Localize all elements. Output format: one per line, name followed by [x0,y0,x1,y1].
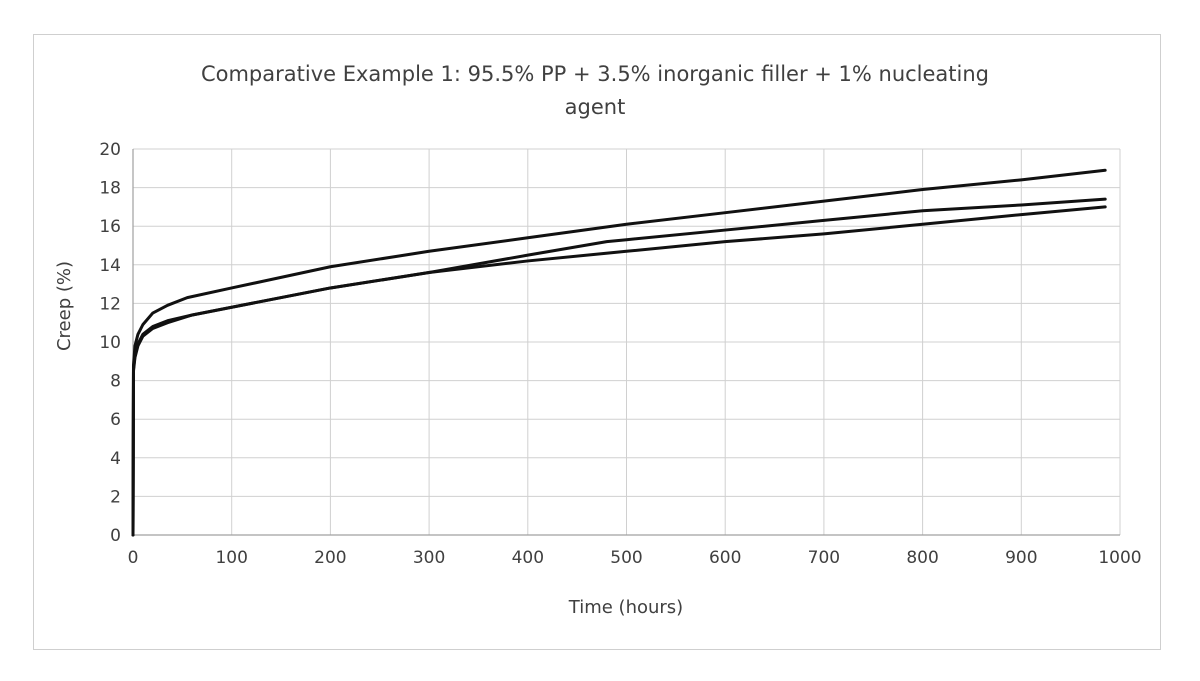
y-tick-label-9: 18 [99,179,121,199]
y-tick-label-4: 8 [110,372,121,392]
series-layer [131,168,1107,537]
y-tick-label-8: 16 [99,217,121,237]
tick-labels-layer: 0 100 200 300 400 500 600 700 800 900 1000 0 2 4 6 8 10 1… [99,140,1141,568]
x-tick-label-9: 900 [1005,548,1037,568]
x-axis-title: Time (hours) [568,597,683,618]
y-tick-label-5: 10 [99,333,121,353]
x-tick-label-2: 200 [314,548,346,568]
y-tick-label-10: 20 [99,140,121,160]
series-line-1 [131,168,1107,537]
x-tick-label-10: 1000 [1098,548,1141,568]
y-tick-label-7: 14 [99,256,121,276]
x-tick-label-0: 0 [128,548,139,568]
x-tick-label-7: 700 [808,548,840,568]
y-tick-label-0: 0 [110,526,121,546]
x-tick-label-4: 400 [512,548,544,568]
y-tick-label-6: 12 [99,294,121,314]
chart-title-line-1: Comparative Example 1: 95.5% PP + 3.5% i… [201,62,989,86]
chart-title: Comparative Example 1: 95.5% PP + 3.5% i… [201,62,989,119]
x-tick-label-1: 100 [215,548,247,568]
x-tick-label-8: 800 [906,548,938,568]
series-line-2 [131,197,1107,537]
x-tick-label-6: 600 [709,548,741,568]
chart-title-line-2: agent [565,95,626,119]
series-line-3 [131,205,1107,537]
y-tick-label-1: 2 [110,487,121,507]
x-tick-label-5: 500 [610,548,642,568]
y-tick-label-2: 4 [110,449,121,469]
y-axis-title: Creep (%) [54,261,75,351]
x-tick-label-3: 300 [413,548,445,568]
y-tick-label-3: 6 [110,410,121,430]
